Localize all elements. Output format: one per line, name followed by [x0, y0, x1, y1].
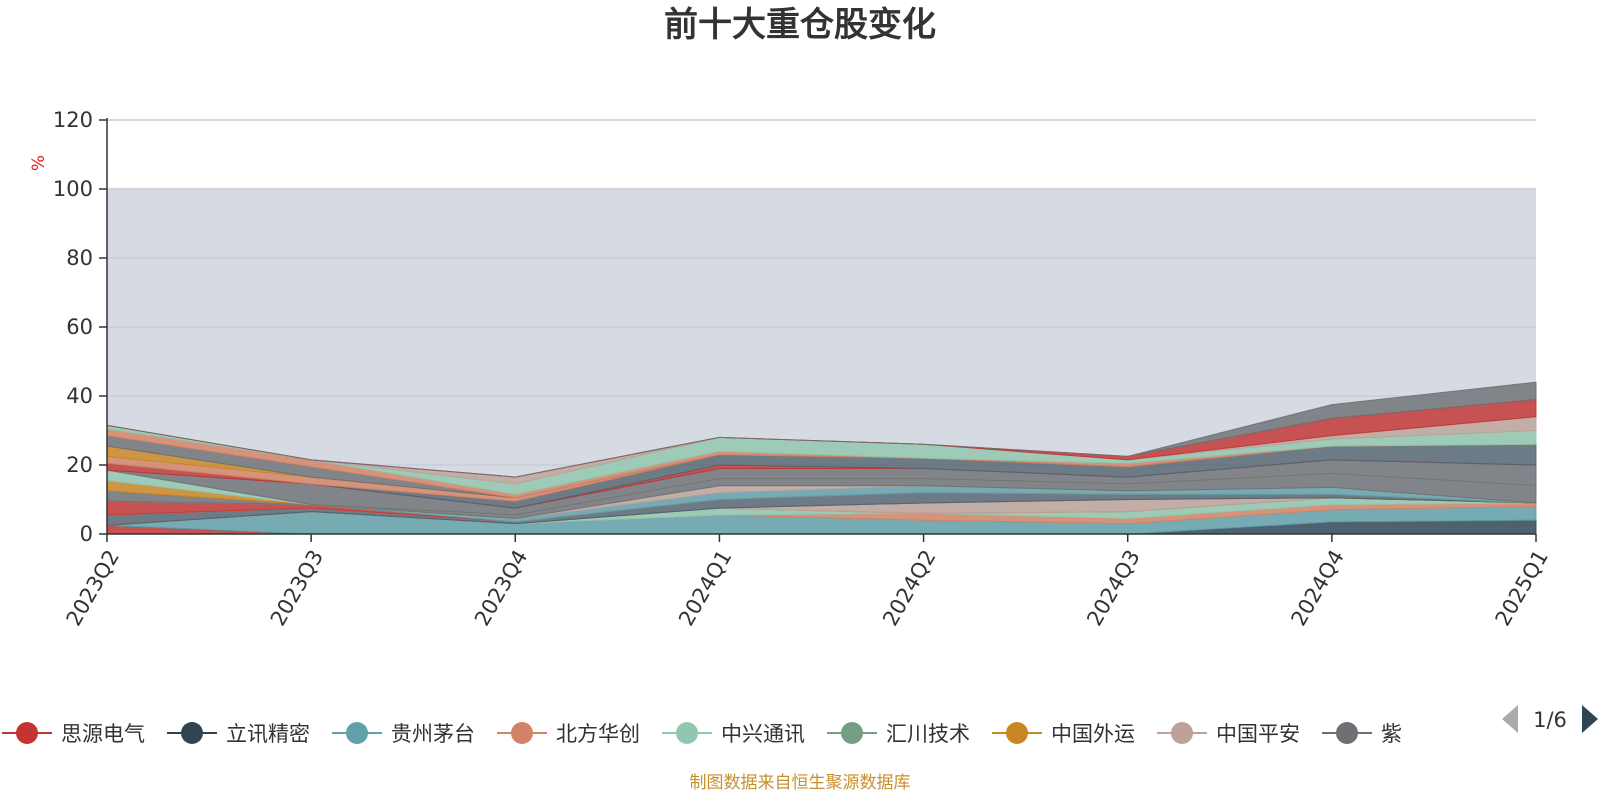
legend-marker-icon — [1336, 722, 1358, 744]
legend-page-indicator: 1/6 — [1533, 708, 1567, 732]
legend-item[interactable]: 立讯精密 — [167, 722, 310, 746]
legend-pager: 1/6 — [1502, 705, 1598, 733]
legend-item[interactable]: 思源电气 — [2, 722, 145, 746]
x-tick-label: 2024Q2 — [878, 546, 940, 630]
legend-label: 中国平安 — [1216, 722, 1300, 746]
legend-item[interactable]: 中国外运 — [992, 722, 1135, 746]
legend-marker-icon — [1006, 722, 1028, 744]
legend-marker-icon — [841, 722, 863, 744]
y-tick-label: 20 — [66, 453, 93, 477]
x-tick-labels: 2023Q2 2023Q3 2023Q4 2024Q1 2024Q2 2024Q3 2024… — [62, 546, 1553, 630]
y-tick-label: 100 — [53, 177, 93, 201]
y-tick-label: 80 — [66, 246, 93, 270]
legend-item[interactable]: 北方华创 — [497, 722, 640, 746]
legend-item[interactable]: 汇川技术 — [827, 722, 970, 746]
legend-marker-icon — [511, 722, 533, 744]
y-tick-labels: 0 20 40 60 80 100 120 — [53, 108, 93, 546]
legend-marker-icon — [181, 722, 203, 744]
x-tick-label: 2024Q4 — [1286, 546, 1348, 630]
legend-label: 中兴通讯 — [721, 722, 805, 746]
legend-item[interactable]: 贵州茅台 — [332, 722, 475, 746]
legend-label: 汇川技术 — [886, 722, 970, 746]
y-tick-label: 40 — [66, 384, 93, 408]
legend: 思源电气 立讯精密 贵州茅台 北方华创 中兴通讯 汇川技术 中国外运 中国平安 紫 — [2, 722, 1402, 746]
triangle-right-icon[interactable] — [1582, 705, 1598, 733]
legend-label: 紫 — [1381, 722, 1402, 746]
y-tick-label: 0 — [80, 522, 93, 546]
legend-label: 立讯精密 — [226, 722, 310, 746]
legend-label: 中国外运 — [1051, 722, 1135, 746]
x-tick-label: 2023Q2 — [62, 546, 124, 630]
legend-item[interactable]: 中国平安 — [1157, 722, 1300, 746]
area-series-27 — [106, 381, 1537, 478]
legend-item[interactable]: 中兴通讯 — [662, 722, 805, 746]
y-axis-unit: % — [29, 155, 49, 171]
axes — [99, 118, 1537, 542]
legend-marker-icon — [676, 722, 698, 744]
legend-label: 贵州茅台 — [391, 722, 475, 746]
y-tick-label: 120 — [53, 108, 93, 132]
y-tick-label: 60 — [66, 315, 93, 339]
source-note: 制图数据来自恒生聚源数据库 — [690, 773, 911, 793]
x-tick-label: 2023Q3 — [266, 546, 328, 630]
legend-marker-icon — [16, 722, 38, 744]
legend-label: 思源电气 — [61, 722, 145, 746]
triangle-left-icon[interactable] — [1502, 705, 1518, 733]
chart-title: 前十大重仓股变化 — [664, 5, 936, 45]
legend-item[interactable]: 紫 — [1322, 722, 1402, 746]
legend-marker-icon — [1171, 722, 1193, 744]
x-tick-label: 2023Q4 — [470, 546, 532, 630]
x-tick-label: 2024Q3 — [1082, 546, 1144, 630]
x-tick-label: 2024Q1 — [674, 546, 736, 630]
legend-label: 北方华创 — [556, 722, 640, 746]
x-tick-label: 2025Q1 — [1491, 546, 1553, 630]
legend-marker-icon — [346, 722, 368, 744]
area-series — [106, 381, 1537, 535]
